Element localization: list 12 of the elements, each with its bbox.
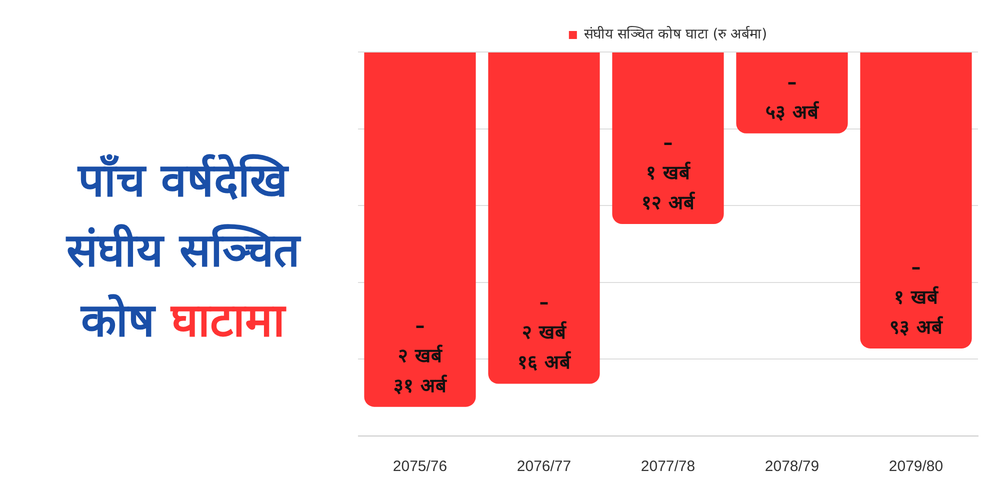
data-label: – ५३ अर्ब	[766, 71, 820, 124]
x-tick-label: 2079/80	[888, 458, 944, 476]
legend-label: संघीय सञ्चित कोष घाटा (रु अर्बमा)	[584, 26, 768, 43]
data-label: – २ खर्ब १६ अर्ब	[518, 292, 572, 374]
data-label: – १ खर्ब ९३ अर्ब	[890, 256, 944, 338]
x-tick-label: 2075/76	[392, 458, 448, 476]
text: पाँच वर्षदेखि संघीय सञ्चित कोष घाटामा	[66, 153, 300, 347]
x-tick-label: 2077/78	[640, 458, 696, 476]
x-tick-label: 2076/77	[516, 458, 572, 476]
x-tick-label: 2078/79	[764, 458, 820, 476]
data-label: – १ खर्ब १२ अर्ब	[642, 132, 696, 214]
data-label: – २ खर्ब ३१ अर्ब	[394, 314, 448, 397]
